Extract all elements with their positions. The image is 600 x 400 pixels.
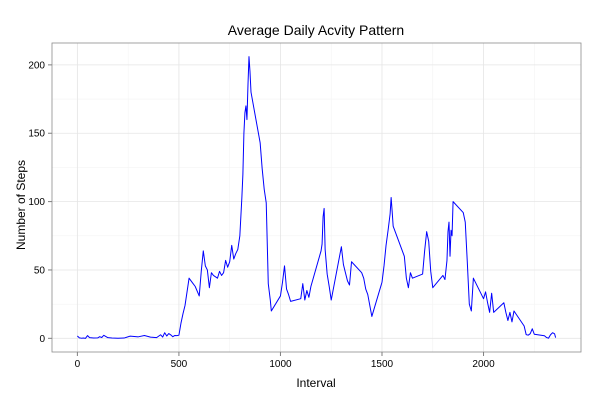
x-axis-label: Interval xyxy=(296,376,335,390)
major-gridlines xyxy=(52,43,581,352)
y-axis-tick-labels: 0 50 100 150 200 xyxy=(28,60,45,344)
minor-gridlines xyxy=(52,43,581,352)
x-tick-label: 1500 xyxy=(371,359,394,370)
plot-panel-border xyxy=(51,42,582,353)
series-group xyxy=(77,56,557,339)
y-tick-label: 50 xyxy=(34,265,46,276)
y-tick-label: 100 xyxy=(28,197,45,208)
chart-title: Average Daily Acvity Pattern xyxy=(228,22,404,38)
y-tick-label: 0 xyxy=(39,334,45,345)
x-tick-label: 0 xyxy=(75,359,81,370)
x-tick-label: 500 xyxy=(171,359,188,370)
axis-ticks xyxy=(48,64,485,356)
y-tick-label: 150 xyxy=(28,129,45,140)
x-tick-label: 2000 xyxy=(472,359,495,370)
series-line xyxy=(77,56,557,339)
x-tick-label: 1000 xyxy=(269,359,292,370)
y-tick-label: 200 xyxy=(28,60,45,71)
y-axis-label: Number of Steps xyxy=(14,160,28,250)
x-axis-tick-labels: 0 500 1000 1500 2000 xyxy=(75,359,495,370)
